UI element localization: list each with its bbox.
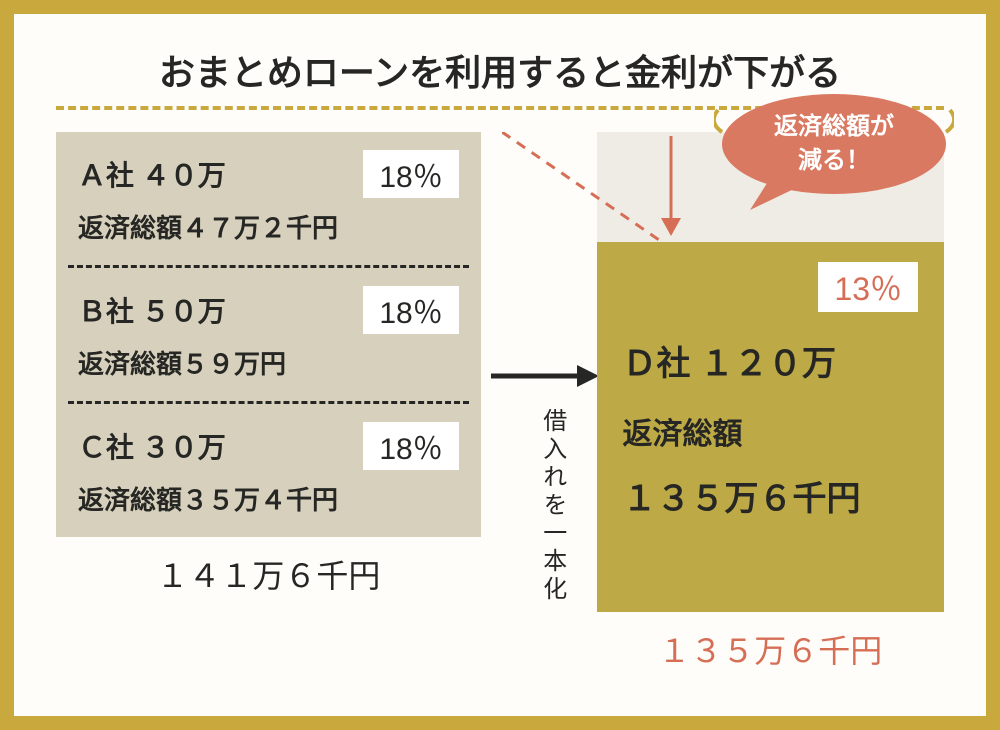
loan-a-repay: 返済総額４７万２千円 <box>78 208 459 245</box>
consolidated-rate-badge: 13％ <box>818 262 918 312</box>
loan-row-c: Ｃ社 ３０万 18％ 返済総額３５万４千円 <box>56 404 481 537</box>
middle-column: 借入れを一本化 <box>481 132 597 692</box>
consolidated-loan-box: 13％ Ｄ社 １２０万 返済総額 １３５万６千円 <box>597 242 944 612</box>
left-column: Ａ社 ４０万 18％ 返済総額４７万２千円 Ｂ社 ５０万 18％ 返済総額５９万… <box>56 132 481 597</box>
loan-c-repay: 返済総額３５万４千円 <box>78 480 459 517</box>
savings-bubble: 返済総額が 減る！ <box>714 92 954 210</box>
arrow-down-icon <box>657 136 685 236</box>
loan-c-rate-badge: 18％ <box>363 422 458 470</box>
consolidate-label: 借入れを一本化 <box>535 408 570 604</box>
loan-a-amount: Ａ社 ４０万 <box>78 154 226 194</box>
consolidated-repay-label: 返済総額 <box>623 409 918 453</box>
arrow-right-icon <box>489 362 599 390</box>
content-row: Ａ社 ４０万 18％ 返済総額４７万２千円 Ｂ社 ５０万 18％ 返済総額５９万… <box>56 132 944 692</box>
loan-b-repay: 返済総額５９万円 <box>78 344 459 381</box>
loan-b-amount-line: Ｂ社 ５０万 18％ <box>78 286 459 334</box>
loan-row-a: Ａ社 ４０万 18％ 返済総額４７万２千円 <box>56 132 481 265</box>
page-title: おまとめローンを利用すると金利が下がる <box>56 44 944 96</box>
consolidated-amount: Ｄ社 １２０万 <box>623 336 918 385</box>
consolidated-repay-value: １３５万６千円 <box>623 471 918 520</box>
loan-row-b: Ｂ社 ５０万 18％ 返済総額５９万円 <box>56 268 481 401</box>
bubble-line1: 返済総額が <box>774 113 894 140</box>
consolidated-rate-wrap: 13％ <box>623 262 918 312</box>
loan-a-rate-badge: 18％ <box>363 150 458 198</box>
loan-c-amount-line: Ｃ社 ３０万 18％ <box>78 422 459 470</box>
loan-b-rate-badge: 18％ <box>363 286 458 334</box>
right-column: 返済総額が 減る！ 13％ Ｄ社 １２０万 返済総額 １３５万６千円 １３５万６… <box>597 132 944 672</box>
left-loans-box: Ａ社 ４０万 18％ 返済総額４７万２千円 Ｂ社 ５０万 18％ 返済総額５９万… <box>56 132 481 537</box>
right-total: １３５万６千円 <box>597 626 944 672</box>
bubble-line2: 減る！ <box>798 147 870 174</box>
infographic-container: おまとめローンを利用すると金利が下がる Ａ社 ４０万 18％ 返済総額４７万２千… <box>0 0 1000 730</box>
loan-b-amount: Ｂ社 ５０万 <box>78 290 226 330</box>
left-total: １４１万６千円 <box>56 551 481 597</box>
loan-c-amount: Ｃ社 ３０万 <box>78 426 226 466</box>
bubble-text: 返済総額が 減る！ <box>714 110 954 177</box>
loan-a-amount-line: Ａ社 ４０万 18％ <box>78 150 459 198</box>
